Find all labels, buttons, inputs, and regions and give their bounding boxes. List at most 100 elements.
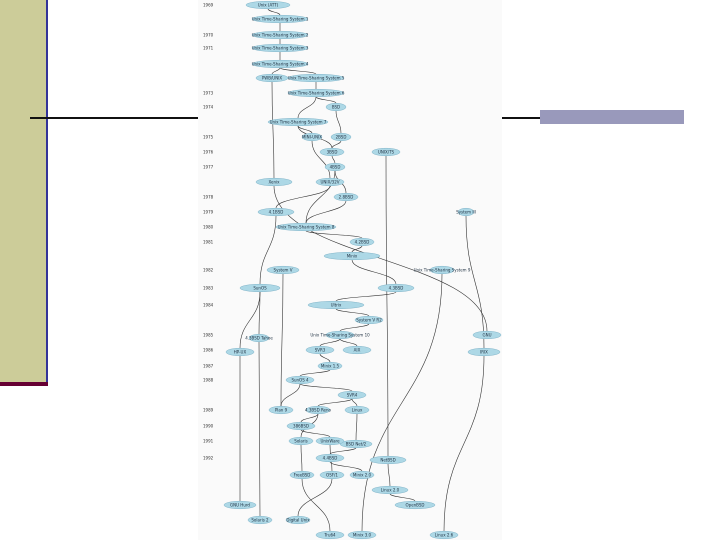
node-n56: Digital Unix [285, 515, 311, 525]
node-n1: Unix (ATT) [245, 0, 291, 10]
node-n54: OpenBSD [394, 500, 436, 510]
node-ellipse [251, 14, 309, 24]
edge-n14-n21 [305, 170, 336, 224]
node-label: Linux 2.0 [381, 487, 400, 492]
year-label: 1981 [203, 240, 214, 245]
edge-n13-n14 [331, 155, 336, 164]
edge-n18-n21 [305, 200, 347, 224]
node-n27: 4.3BSD [377, 283, 415, 293]
edge-n43-n46 [300, 429, 331, 438]
node-label: IRIX [480, 349, 488, 354]
node-ellipse [377, 283, 415, 293]
year-label: 1987 [203, 364, 214, 369]
node-n37: Minix 1.5 [317, 361, 343, 371]
node-n49: FreeBSD [289, 470, 315, 480]
edge-n35-n59 [443, 355, 485, 532]
node-ellipse [315, 530, 345, 540]
edge-n8-n9 [315, 96, 337, 104]
edge-n28-n29 [335, 308, 370, 317]
year-label: 1990 [203, 424, 214, 429]
node-n30: Unix Time-Sharing System 10 [310, 330, 370, 340]
year-label: 1969 [203, 3, 214, 8]
node-n15: UNIX/TS [371, 147, 401, 157]
node-n4: Unix Time-Sharing System 3 [252, 43, 309, 53]
node-n8: Unix Time-Sharing System 6 [288, 88, 345, 98]
node-ellipse [315, 436, 345, 446]
node-label: Minix 2.0 [353, 472, 372, 477]
node-n40: Plan 9 [268, 405, 294, 415]
diagram-nodes: Unix (ATT) Unix Time-Sharing System 1 Unix… [223, 0, 502, 540]
node-ellipse [467, 347, 501, 357]
year-label: 1983 [203, 286, 214, 291]
edge-n37-n38 [299, 369, 331, 377]
node-label: HP-UX [234, 349, 247, 354]
node-ellipse [285, 375, 315, 385]
node-n32: SVR3 [305, 345, 335, 355]
node-n50: OSF/1 [319, 470, 345, 480]
node-ellipse [315, 453, 345, 463]
node-label: Xenix [268, 179, 280, 184]
edge-n49-n57 [301, 478, 331, 532]
node-n33: AIX [342, 345, 372, 355]
node-n10: Unix Time-Sharing System 7 [267, 117, 329, 127]
node-ellipse [333, 192, 359, 202]
edge-n44-n47 [329, 447, 357, 455]
node-ellipse [324, 162, 346, 172]
node-n26: SunOS [239, 283, 281, 293]
edge-n32-n37 [319, 353, 331, 363]
node-label: Unix Time-Sharing System 7 [270, 119, 327, 124]
node-label: Solaris 2 [251, 517, 269, 522]
node-label: SunOS 4 [291, 377, 309, 382]
edge-n48-n52 [387, 463, 391, 487]
node-label: BSD [332, 104, 340, 109]
node-ellipse [248, 333, 270, 343]
node-ellipse [472, 330, 502, 340]
node-ellipse [330, 132, 352, 142]
node-label: Unix Time-Sharing System 4 [252, 61, 309, 66]
year-label: 1973 [203, 91, 214, 96]
edge-n29-n30 [339, 323, 370, 332]
node-ellipse [319, 147, 345, 157]
node-ellipse [371, 147, 401, 157]
edge-n47-n51 [329, 461, 363, 472]
node-ellipse [325, 330, 355, 340]
node-n48: NetBSD [369, 455, 407, 465]
node-n34: HP-UX [225, 347, 255, 357]
title-rule-left [30, 117, 200, 119]
node-label: Unix (ATT) [258, 2, 279, 7]
node-label: SunOS [253, 285, 267, 290]
node-ellipse [275, 222, 337, 232]
node-ellipse [301, 132, 323, 142]
edge-n20-n35 [465, 215, 485, 349]
edge-n11-n17 [311, 140, 331, 179]
node-ellipse [268, 405, 294, 415]
year-label: 1978 [203, 195, 214, 200]
node-label: Minix [347, 253, 358, 258]
edge-n38-n39 [299, 383, 353, 392]
node-label: Unix Time-Sharing System 6 [288, 90, 345, 95]
node-n24: System V [266, 265, 300, 275]
node-n5: Unix Time-Sharing System 4 [252, 59, 309, 69]
node-n53: GNU Hurd [223, 500, 257, 510]
node-label: SVR3 [315, 347, 326, 352]
node-n18: 2.8BSD [333, 192, 359, 202]
node-n20: System III [456, 207, 476, 217]
node-label: Unix Time-Sharing System 9 [414, 267, 471, 272]
edge-n21-n22 [305, 230, 363, 239]
node-n36: 4.3BSD Tahoe [245, 333, 273, 343]
edge-n25-n58 [361, 273, 443, 532]
node-label: Unix Time-Sharing System 3 [252, 45, 309, 50]
node-ellipse [239, 283, 281, 293]
node-label: Unix Time-Sharing System 2 [252, 32, 309, 37]
node-ellipse [305, 345, 335, 355]
node-label: System V R2 [356, 317, 382, 322]
node-ellipse [342, 345, 372, 355]
node-label: 2BSD [336, 134, 347, 139]
node-n57: Tru64 [315, 530, 345, 540]
edge-n30-n32 [319, 338, 341, 347]
node-n42: Linux [344, 405, 370, 415]
node-label: System III [456, 209, 476, 214]
node-ellipse [285, 515, 311, 525]
node-ellipse [289, 470, 315, 480]
